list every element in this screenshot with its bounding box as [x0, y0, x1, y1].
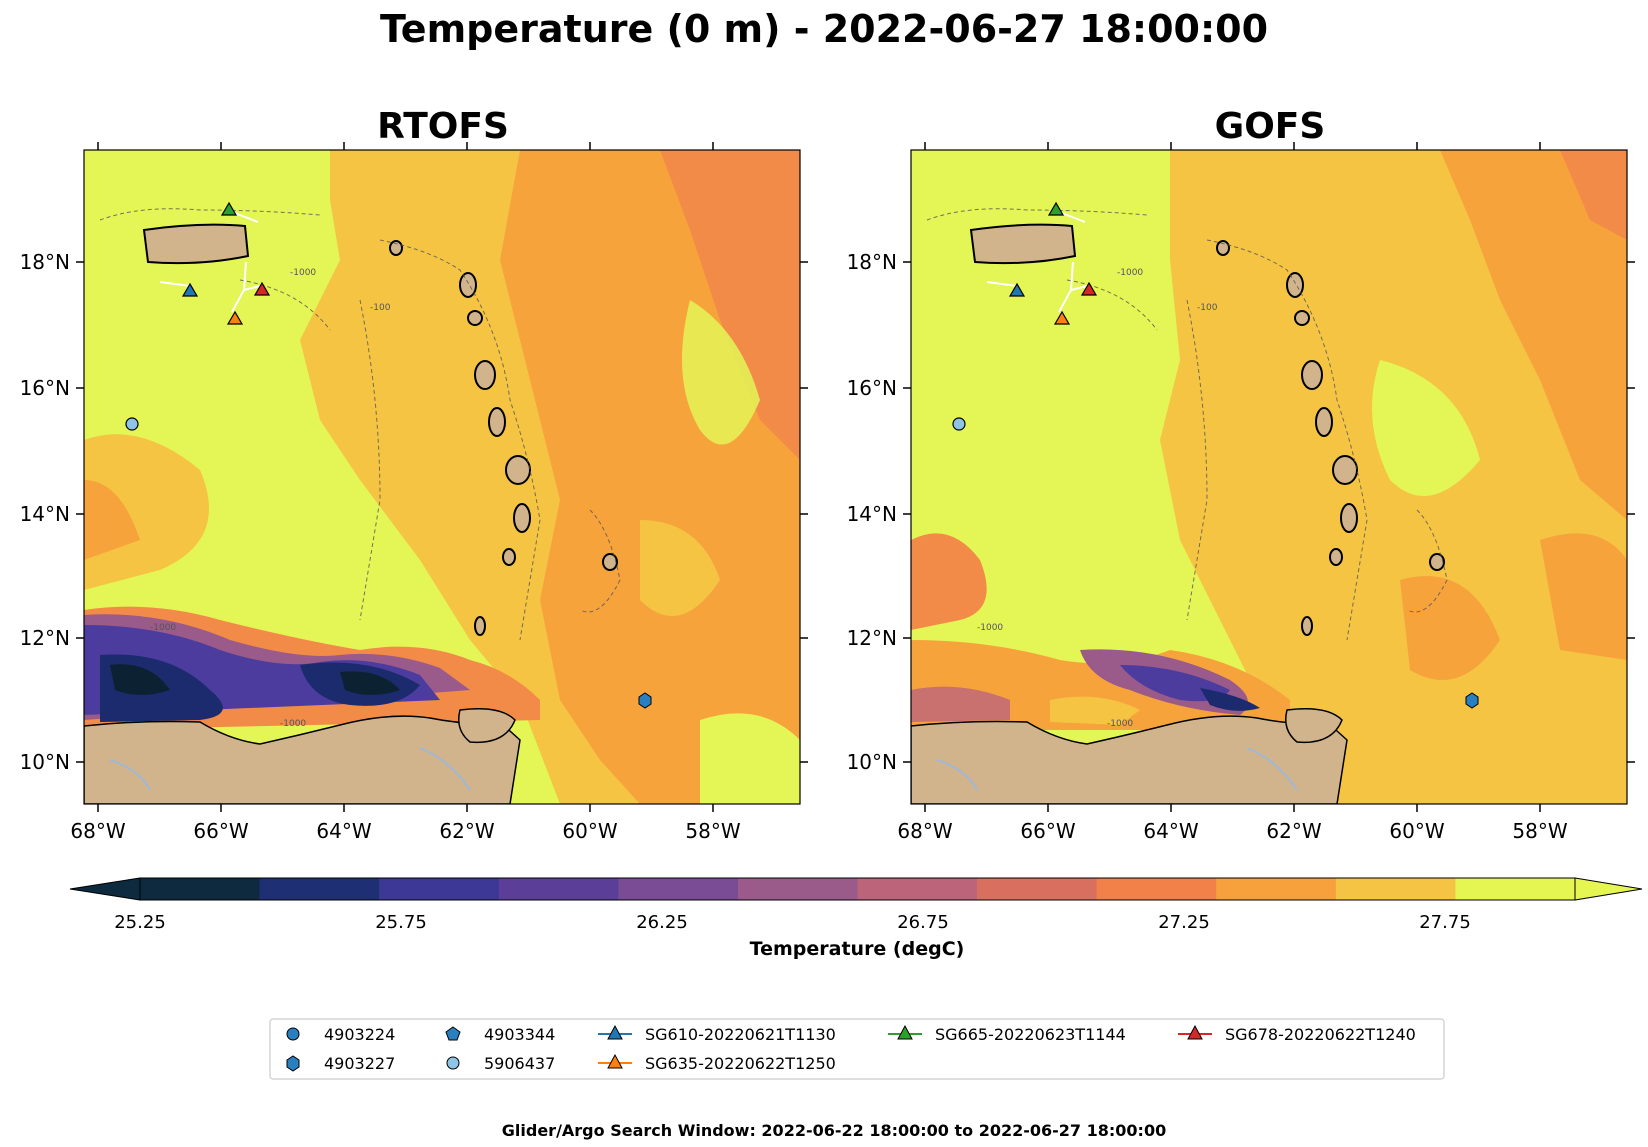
- marker-sg678-triangle[interactable]: [253, 281, 271, 296]
- colorbar-tick-4: 27.25: [1158, 912, 1210, 933]
- legend-marker-sg665: [897, 1024, 913, 1040]
- legend-label-4903227: 4903227: [324, 1054, 395, 1073]
- panel-gofs: GOFS: [847, 106, 1635, 843]
- legend-label-4903344: 4903344: [484, 1025, 555, 1044]
- lat-tick-rtofs-14: 14°N: [20, 502, 70, 526]
- legend-marker-4903344: [445, 1026, 461, 1041]
- marker-sg635-triangle[interactable]: [226, 310, 244, 325]
- panel-rtofs: RTOFS: [20, 106, 808, 843]
- colorbar-tick-3: 26.75: [897, 912, 949, 933]
- colorbar-tick-0: 25.25: [114, 912, 166, 933]
- colorbar-tick-1: 25.75: [375, 912, 427, 933]
- legend-marker-5906437: [446, 1056, 460, 1070]
- colorbar-extend-low: [69, 877, 141, 901]
- map-area-rtofs[interactable]: -1000 -100 -1000 -1000: [84, 150, 800, 804]
- lon-tick-gofs-58: 58°W: [1512, 819, 1567, 843]
- lon-tick-gofs-66: 66°W: [1020, 819, 1075, 843]
- legend-label-sg678: SG678-20220622T1240: [1225, 1025, 1416, 1044]
- contour-label-gofs-a: -1000: [1117, 268, 1143, 278]
- lat-tick-gofs-18: 18°N: [847, 250, 897, 274]
- search-window-footer: Glider/Argo Search Window: 2022-06-22 18…: [502, 1121, 1166, 1140]
- legend-marker-sg610: [607, 1024, 623, 1040]
- map-frame-gofs: [910, 149, 1628, 805]
- colorbar-segment: [1096, 878, 1217, 900]
- panel-title-rtofs: RTOFS: [377, 106, 509, 147]
- contour-label-gofs-d: -1000: [1107, 719, 1133, 729]
- legend-label-4903224: 4903224: [324, 1025, 395, 1044]
- marker-4903227-hexagon[interactable]: [638, 692, 652, 709]
- lon-tick-rtofs-60: 60°W: [562, 819, 617, 843]
- contour-label-rtofs-a: -1000: [290, 268, 316, 278]
- panel-title-gofs: GOFS: [1215, 106, 1326, 147]
- legend-label-sg665: SG665-20220623T1144: [935, 1025, 1126, 1044]
- legend-frame: [269, 1018, 1445, 1080]
- colorbar-segment: [977, 878, 1098, 900]
- contour-label-gofs-b: -100: [1197, 303, 1218, 313]
- marker-sg610-triangle-gofs[interactable]: [1008, 282, 1026, 297]
- colorbar-segment: [737, 878, 858, 900]
- colorbar-segment: [857, 878, 978, 900]
- lon-tick-rtofs-64: 64°W: [316, 819, 371, 843]
- marker-5906437-circle[interactable]: [125, 417, 139, 431]
- lat-tick-rtofs-16: 16°N: [20, 376, 70, 400]
- legend: 4903224 4903227 4903344 5906437 SG610-20…: [269, 1018, 1445, 1080]
- colorbar-segment: [140, 878, 261, 900]
- lon-tick-gofs-60: 60°W: [1389, 819, 1444, 843]
- lat-tick-rtofs-10: 10°N: [20, 750, 70, 774]
- map-area-gofs[interactable]: -1000 -100 -1000 -1000: [911, 150, 1627, 804]
- contour-label-rtofs-b: -100: [370, 303, 391, 313]
- lat-tick-gofs-14: 14°N: [847, 502, 897, 526]
- legend-marker-4903224: [286, 1027, 300, 1041]
- colorbar-segment: [1335, 878, 1456, 900]
- colorbar-tick-5: 27.75: [1419, 912, 1471, 933]
- lat-tick-gofs-10: 10°N: [847, 750, 897, 774]
- colorbar-segments: [140, 878, 1576, 900]
- legend-marker-sg678: [1187, 1024, 1203, 1040]
- marker-sg665-triangle[interactable]: [220, 201, 238, 216]
- lon-tick-rtofs-68: 68°W: [70, 819, 125, 843]
- marker-sg610-triangle[interactable]: [181, 282, 199, 297]
- colorbar-segment: [618, 878, 739, 900]
- lat-tick-gofs-16: 16°N: [847, 376, 897, 400]
- colorbar: 25.25 25.75 26.25 26.75 27.25 27.75 Temp…: [69, 877, 1643, 960]
- lon-tick-gofs-68: 68°W: [897, 819, 952, 843]
- colorbar-segment: [259, 878, 380, 900]
- lon-tick-rtofs-62: 62°W: [439, 819, 494, 843]
- lon-tick-rtofs-66: 66°W: [193, 819, 248, 843]
- marker-4903227-hexagon-gofs[interactable]: [1465, 692, 1479, 709]
- colorbar-segment: [498, 878, 619, 900]
- colorbar-segment: [1216, 878, 1337, 900]
- lon-tick-gofs-62: 62°W: [1266, 819, 1321, 843]
- lat-tick-rtofs-12: 12°N: [20, 626, 70, 650]
- colorbar-segment: [379, 878, 500, 900]
- colorbar-segment: [1455, 878, 1576, 900]
- figure-title: Temperature (0 m) - 2022-06-27 18:00:00: [380, 7, 1268, 51]
- contour-label-rtofs-d: -1000: [280, 719, 306, 729]
- legend-label-sg610: SG610-20220621T1130: [645, 1025, 836, 1044]
- lon-tick-gofs-64: 64°W: [1143, 819, 1198, 843]
- contour-label-rtofs-c: -1000: [150, 623, 176, 633]
- legend-label-5906437: 5906437: [484, 1054, 555, 1073]
- legend-marker-4903227: [286, 1055, 300, 1072]
- colorbar-extend-high: [1574, 877, 1643, 901]
- lon-tick-rtofs-58: 58°W: [685, 819, 740, 843]
- colorbar-label: Temperature (degC): [750, 938, 965, 960]
- map-frame-rtofs: [83, 149, 801, 805]
- marker-sg665-triangle-gofs[interactable]: [1047, 201, 1065, 216]
- marker-sg678-triangle-gofs[interactable]: [1080, 281, 1098, 296]
- marker-sg635-triangle-gofs[interactable]: [1053, 310, 1071, 325]
- lat-tick-gofs-12: 12°N: [847, 626, 897, 650]
- colorbar-tick-2: 26.25: [636, 912, 688, 933]
- marker-5906437-circle-gofs[interactable]: [952, 417, 966, 431]
- legend-label-sg635: SG635-20220622T1250: [645, 1054, 836, 1073]
- colorbar-frame: [139, 877, 1576, 901]
- legend-marker-sg635: [607, 1053, 623, 1069]
- lat-tick-rtofs-18: 18°N: [20, 250, 70, 274]
- contour-label-gofs-c: -1000: [977, 623, 1003, 633]
